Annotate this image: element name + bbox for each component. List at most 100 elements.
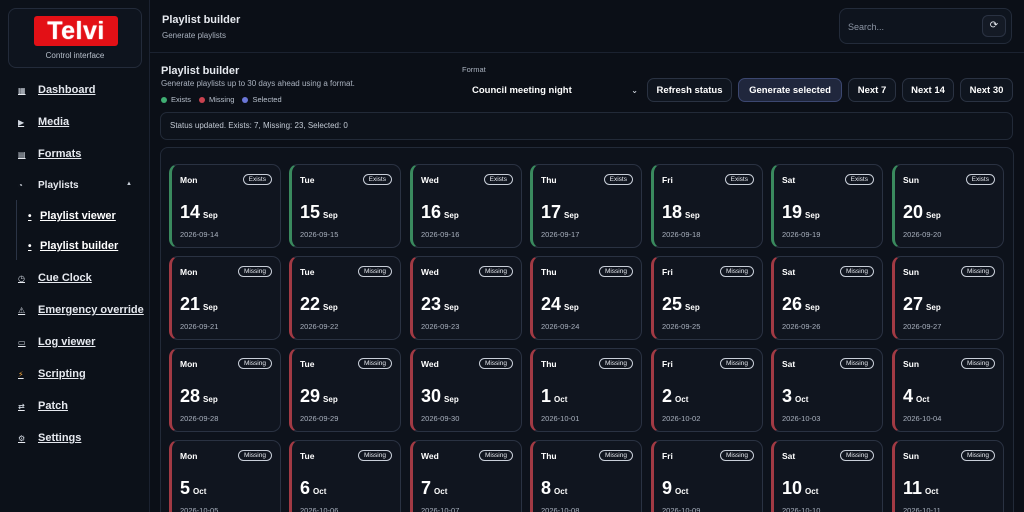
iso-date: 2026-10-06 [300, 506, 339, 512]
day-cell[interactable]: Tue Missing 22 Sep 2026-09-22 [289, 256, 401, 340]
day-cell[interactable]: Thu Exists 17 Sep 2026-09-17 [530, 164, 642, 248]
sidebar-item-emergency-override[interactable]: ⚠ Emergency override [18, 302, 144, 318]
day-of-week: Tue [300, 359, 315, 369]
day-cell[interactable]: Tue Missing 6 Oct 2026-10-06 [289, 440, 401, 512]
day-of-week: Fri [662, 451, 673, 461]
sidebar-item-dashboard[interactable]: ▦ Dashboard [18, 82, 95, 98]
sidebar-item-media[interactable]: ▶ Media [18, 114, 69, 130]
iso-date: 2026-09-18 [662, 230, 701, 239]
bullet-icon: • [28, 210, 32, 222]
day-cell[interactable]: Wed Exists 16 Sep 2026-09-16 [410, 164, 522, 248]
day-cell[interactable]: Wed Missing 23 Sep 2026-09-23 [410, 256, 522, 340]
sidebar-item-patch[interactable]: ⇄ Patch [18, 398, 68, 414]
bullet-icon: • [28, 240, 32, 252]
month-label: Sep [805, 303, 820, 312]
builder-description: Generate playlists up to 30 days ahead u… [161, 79, 355, 88]
next-30-button[interactable]: Next 30 [960, 78, 1013, 102]
month-label: Sep [564, 303, 579, 312]
sidebar-item-formats[interactable]: ▤ Formats [18, 146, 81, 162]
day-cell[interactable]: Wed Missing 7 Oct 2026-10-07 [410, 440, 522, 512]
format-select-value: Council meeting night [472, 84, 572, 96]
day-cell[interactable]: Sat Missing 3 Oct 2026-10-03 [771, 348, 883, 432]
day-cell[interactable]: Sun Missing 11 Oct 2026-10-11 [892, 440, 1004, 512]
day-number-group: 24 Sep [541, 294, 579, 315]
month-label: Sep [323, 211, 338, 220]
day-of-week: Wed [421, 175, 439, 185]
day-number: 1 [541, 386, 552, 406]
status-badge: Missing [598, 450, 633, 461]
day-cell[interactable]: Fri Missing 25 Sep 2026-09-25 [651, 256, 763, 340]
day-number-group: 30 Sep [421, 386, 459, 407]
format-select[interactable]: Council meeting night ⌄ [462, 78, 642, 102]
next-14-button[interactable]: Next 14 [902, 78, 954, 102]
generate-selected-button[interactable]: Generate selected [738, 78, 842, 102]
day-cell[interactable]: Sat Missing 10 Oct 2026-10-10 [771, 440, 883, 512]
day-of-week: Mon [180, 267, 198, 277]
day-cell[interactable]: Sun Missing 4 Oct 2026-10-04 [892, 348, 1004, 432]
sidebar-item-log-viewer[interactable]: ▭ Log viewer [18, 334, 95, 350]
day-cell[interactable]: Tue Missing 29 Sep 2026-09-29 [289, 348, 401, 432]
search-input[interactable] [848, 19, 968, 35]
day-cell[interactable]: Thu Missing 24 Sep 2026-09-24 [530, 256, 642, 340]
missing-dot-icon [199, 96, 206, 103]
iso-date: 2026-09-27 [903, 322, 942, 331]
legend-selected: Selected [242, 95, 282, 104]
day-cell[interactable]: Mon Exists 14 Sep 2026-09-14 [169, 164, 281, 248]
month-label: Oct [805, 487, 819, 496]
day-number-group: 1 Oct [541, 386, 567, 407]
sidebar-item-playlist-viewer[interactable]: • Playlist viewer [28, 208, 116, 224]
day-of-week: Wed [421, 359, 439, 369]
day-cell[interactable]: Mon Missing 21 Sep 2026-09-21 [169, 256, 281, 340]
sidebar-item-settings[interactable]: ⚙ Settings [18, 430, 81, 446]
day-number: 6 [300, 478, 311, 498]
day-number: 29 [300, 386, 321, 406]
day-cell[interactable]: Sun Exists 20 Sep 2026-09-20 [892, 164, 1004, 248]
status-badge: Missing [237, 266, 272, 277]
day-cell[interactable]: Sat Exists 19 Sep 2026-09-19 [771, 164, 883, 248]
status-badge: Exists [965, 174, 995, 185]
sidebar-item-label: Patch [38, 400, 68, 412]
month-label: Sep [203, 395, 218, 404]
day-cell[interactable]: Sat Missing 26 Sep 2026-09-26 [771, 256, 883, 340]
day-cell[interactable]: Thu Missing 1 Oct 2026-10-01 [530, 348, 642, 432]
day-number: 9 [662, 478, 673, 498]
iso-date: 2026-10-05 [180, 506, 219, 512]
day-of-week: Wed [421, 451, 439, 461]
day-cell[interactable]: Wed Missing 30 Sep 2026-09-30 [410, 348, 522, 432]
sidebar-item-playlist-builder[interactable]: • Playlist builder [28, 238, 118, 254]
day-number: 11 [903, 478, 923, 498]
sidebar-item-scripting[interactable]: ⚡ Scripting [18, 366, 86, 382]
day-cell[interactable]: Fri Missing 9 Oct 2026-10-09 [651, 440, 763, 512]
refresh-status-button[interactable]: Refresh status [647, 78, 732, 102]
day-cell[interactable]: Fri Missing 2 Oct 2026-10-02 [651, 348, 763, 432]
sidebar-item-playlists[interactable]: ◔ Playlists [18, 177, 143, 193]
sidebar-item-cue-clock[interactable]: ◷ Cue Clock [18, 270, 92, 286]
day-cell[interactable]: Thu Missing 8 Oct 2026-10-08 [530, 440, 642, 512]
iso-date: 2026-09-19 [782, 230, 821, 239]
day-cell[interactable]: Mon Missing 5 Oct 2026-10-05 [169, 440, 281, 512]
day-number-group: 8 Oct [541, 478, 567, 499]
day-cell[interactable]: Tue Exists 15 Sep 2026-09-15 [289, 164, 401, 248]
next-7-button[interactable]: Next 7 [848, 78, 896, 102]
day-number: 14 [180, 202, 201, 222]
status-badge: Missing [719, 358, 754, 369]
day-of-week: Sun [903, 175, 920, 185]
day-number-group: 3 Oct [782, 386, 808, 407]
gear-icon: ⚙ [18, 433, 26, 443]
day-cell[interactable]: Sun Missing 27 Sep 2026-09-27 [892, 256, 1004, 340]
day-cell[interactable]: Fri Exists 18 Sep 2026-09-18 [651, 164, 763, 248]
builder-title: Playlist builder [161, 65, 240, 77]
month-label: Oct [916, 395, 930, 404]
day-number: 25 [662, 294, 683, 314]
day-cell[interactable]: Mon Missing 28 Sep 2026-09-28 [169, 348, 281, 432]
day-number: 19 [782, 202, 803, 222]
month-label: Oct [554, 487, 568, 496]
sidebar-item-label: Formats [38, 148, 82, 160]
day-of-week: Thu [541, 267, 557, 277]
refresh-icon[interactable]: ⟳ [982, 15, 1006, 37]
month-label: Sep [323, 303, 338, 312]
chevron-up-icon[interactable]: ▲ [126, 181, 132, 187]
sidebar-item-label: Media [38, 116, 70, 128]
lightning-icon: ⚡ [18, 369, 24, 379]
iso-date: 2026-09-28 [180, 414, 219, 423]
